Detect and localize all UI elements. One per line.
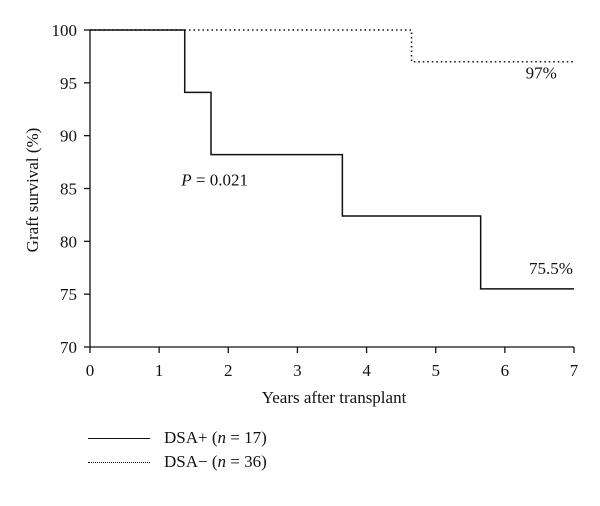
series-line-dsa-negative	[90, 29, 574, 63]
y-tick-label: 95	[60, 74, 77, 93]
legend-swatch-solid	[88, 437, 150, 439]
y-tick-label: 70	[60, 338, 77, 357]
x-tick-label: 6	[501, 361, 510, 380]
legend-label-dsa-positive: DSA+ (n = 17)	[164, 428, 267, 447]
x-tick-label: 2	[224, 361, 233, 380]
legend-item-dsa-positive: DSA+ (n = 17)	[88, 428, 267, 448]
annotation-label: 97%	[526, 64, 557, 83]
annotation-label: P = 0.021	[180, 170, 248, 189]
annotations-group: 97% 75.5% P = 0.021	[180, 64, 573, 278]
legend-item-dsa-negative: DSA− (n = 36)	[88, 452, 267, 472]
y-tick-label: 90	[60, 127, 77, 146]
series-line-dsa-positive	[90, 29, 574, 290]
annotation-text: = 0.021	[192, 170, 248, 189]
series-group	[90, 29, 574, 290]
x-tick-label: 0	[86, 361, 95, 380]
x-tick-label: 5	[431, 361, 440, 380]
y-axis-label: Graft survival (%)	[23, 128, 42, 253]
y-tick-label: 85	[60, 180, 77, 199]
x-tick-label: 1	[155, 361, 164, 380]
x-ticks: 0 1 2 3 4 5 6 7	[86, 347, 579, 380]
y-tick-label: 75	[60, 285, 77, 304]
annotation-prefix: P	[180, 170, 191, 189]
legend-swatch-dotted	[88, 461, 150, 463]
x-tick-label: 7	[570, 361, 579, 380]
y-tick-label: 100	[52, 21, 78, 40]
y-tick-label: 80	[60, 232, 77, 251]
x-axis-label: Years after transplant	[262, 388, 407, 407]
y-ticks: 70 75 80 85 90 95 100	[52, 21, 90, 357]
x-tick-label: 3	[293, 361, 302, 380]
legend-label-dsa-negative: DSA− (n = 36)	[164, 452, 267, 471]
annotation-label: 75.5%	[529, 259, 573, 278]
x-tick-label: 4	[362, 361, 371, 380]
